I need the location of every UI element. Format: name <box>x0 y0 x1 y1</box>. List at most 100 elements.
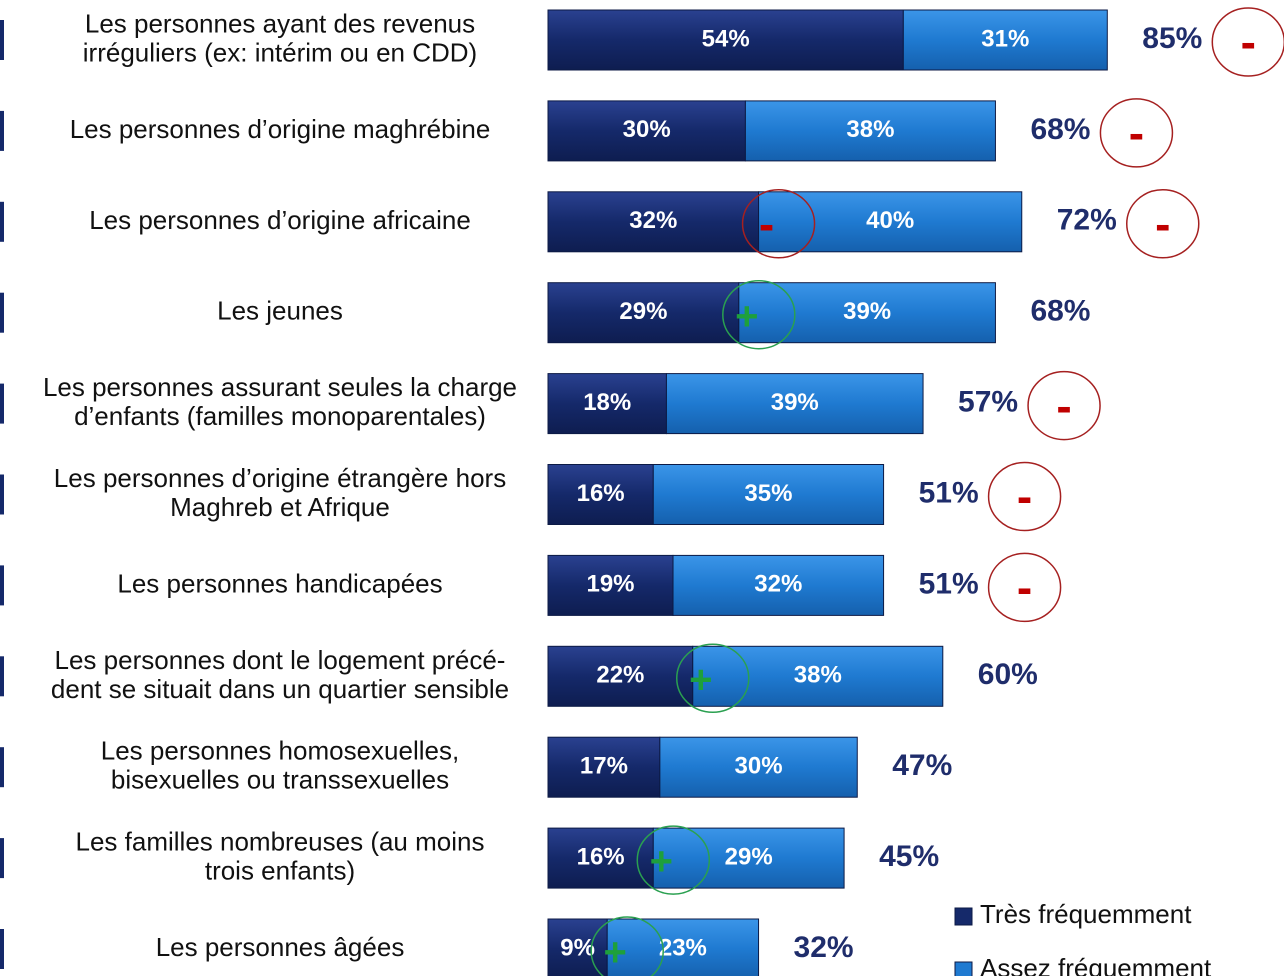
row-tick <box>0 656 4 697</box>
segment-label: 17% <box>580 753 628 780</box>
bar-segment <box>692 645 944 707</box>
category-line: Les personnes handicapées <box>117 568 442 598</box>
category-line: Les personnes d’origine étrangère hors <box>54 463 506 493</box>
category-line: Maghreb et Afrique <box>170 492 390 522</box>
row-tick <box>0 565 4 606</box>
category-label: Les personnes handicapées <box>117 568 442 598</box>
category-label: Les personnes âgées <box>156 932 405 962</box>
annotation-sign: - <box>1056 380 1071 432</box>
annotation-sign: - <box>1241 16 1256 68</box>
category-line: Les personnes dont le logement précé- <box>55 645 506 675</box>
total-label: 32% <box>794 931 854 964</box>
row-tick <box>0 383 4 424</box>
bar-segment <box>547 554 674 616</box>
segment-label: 35% <box>744 480 792 507</box>
row-tick <box>0 201 4 242</box>
total-label: 72% <box>1057 204 1117 237</box>
annotation-sign: - <box>1155 198 1170 250</box>
legend-swatch <box>954 961 973 976</box>
category-line: d’enfants (familles monoparentales) <box>74 401 486 431</box>
segment-label: 40% <box>866 207 914 234</box>
category-line: Les personnes ayant des revenus <box>85 8 475 38</box>
category-line: Les personnes assurant seules la charge <box>43 372 517 402</box>
annotation-circle <box>987 552 1062 623</box>
annotation-circle <box>722 279 796 350</box>
segment-label: 19% <box>586 571 634 598</box>
annotation-circle <box>590 916 664 976</box>
legend-label: Assez fréquemment <box>980 953 1212 976</box>
total-label: 47% <box>892 749 952 782</box>
annotation-circle <box>741 189 816 259</box>
segment-label: 32% <box>629 207 677 234</box>
total-label: 51% <box>919 567 979 600</box>
annotation-circle <box>1099 98 1174 168</box>
category-line: bisexuelles ou transsexuelles <box>111 765 449 795</box>
bar-segment <box>547 191 760 253</box>
category-line: Les personnes d’origine africaine <box>89 205 471 235</box>
category-label: Les personnes d’origine africaine <box>89 205 471 235</box>
segment-label: 32% <box>754 571 802 598</box>
bar-segment <box>665 373 924 435</box>
annotation-sign: + <box>689 658 712 702</box>
category-label: Les jeunes <box>217 296 343 326</box>
category-label: Les personnes dont le logement précé-den… <box>51 645 509 704</box>
total-label: 51% <box>919 476 979 509</box>
annotation-circle <box>1126 189 1200 259</box>
bar-segment <box>758 191 1023 253</box>
annotation-sign: + <box>735 294 758 338</box>
category-line: Les personnes homosexuelles, <box>101 736 459 766</box>
category-line: trois enfants) <box>205 855 355 885</box>
total-label: 68% <box>1030 113 1090 146</box>
category-line: irréguliers (ex: intérim ou en CDD) <box>83 37 477 67</box>
row-tick <box>0 110 4 151</box>
bar-segment <box>547 918 608 976</box>
category-label: Les personnes assurant seules la charge d… <box>43 372 517 431</box>
category-line: dent se situait dans un quartier sensibl… <box>51 674 509 704</box>
category-line: Les personnes d’origine maghrébine <box>70 114 491 144</box>
row-tick <box>0 838 4 879</box>
bar-segment <box>547 9 904 71</box>
annotation-sign: + <box>650 840 673 884</box>
bar-segment <box>659 736 858 798</box>
bar-segment <box>547 100 746 162</box>
row-tick <box>0 747 4 788</box>
annotation-circle <box>1027 370 1101 441</box>
bar-segment <box>547 282 740 344</box>
segment-label: 23% <box>659 934 707 961</box>
bar-segment <box>547 736 661 798</box>
segment-label: 31% <box>981 25 1029 52</box>
bar-segment <box>652 464 885 525</box>
segment-label: 29% <box>619 298 667 325</box>
annotation-circle <box>676 643 750 714</box>
annotation-sign: - <box>759 198 774 250</box>
segment-label: 30% <box>623 116 671 143</box>
category-label: Les personnes homosexuelles, bisexuelles … <box>101 736 459 795</box>
category-line: Les jeunes <box>217 296 343 326</box>
segment-label: 29% <box>725 843 773 870</box>
category-label: Les personnes ayant des revenus irrégulie… <box>83 8 477 67</box>
annotation-circle <box>636 825 711 895</box>
category-label: Les familles nombreuses (au moins trois e… <box>76 826 485 885</box>
category-label: Les personnes d’origine étrangère hors Ma… <box>54 463 506 522</box>
annotation-sign: - <box>1017 562 1032 614</box>
bar-segment <box>902 9 1108 71</box>
segment-label: 38% <box>794 662 842 689</box>
segment-label: 16% <box>577 480 625 507</box>
bar-segment <box>738 282 996 344</box>
segment-label: 9% <box>560 934 595 961</box>
annotation-circle <box>987 461 1062 532</box>
total-label: 85% <box>1142 22 1202 55</box>
row-tick <box>0 292 4 333</box>
segment-label: 39% <box>771 389 819 416</box>
segment-label: 54% <box>702 25 750 52</box>
segment-label: 18% <box>583 389 631 416</box>
total-label: 68% <box>1030 295 1090 328</box>
bar-segment <box>672 554 885 616</box>
annotation-sign: + <box>604 931 627 975</box>
segment-label: 16% <box>577 843 625 870</box>
total-label: 45% <box>879 840 939 873</box>
total-label: 57% <box>958 386 1018 419</box>
category-line: Les familles nombreuses (au moins <box>76 826 485 856</box>
row-tick <box>0 474 4 515</box>
